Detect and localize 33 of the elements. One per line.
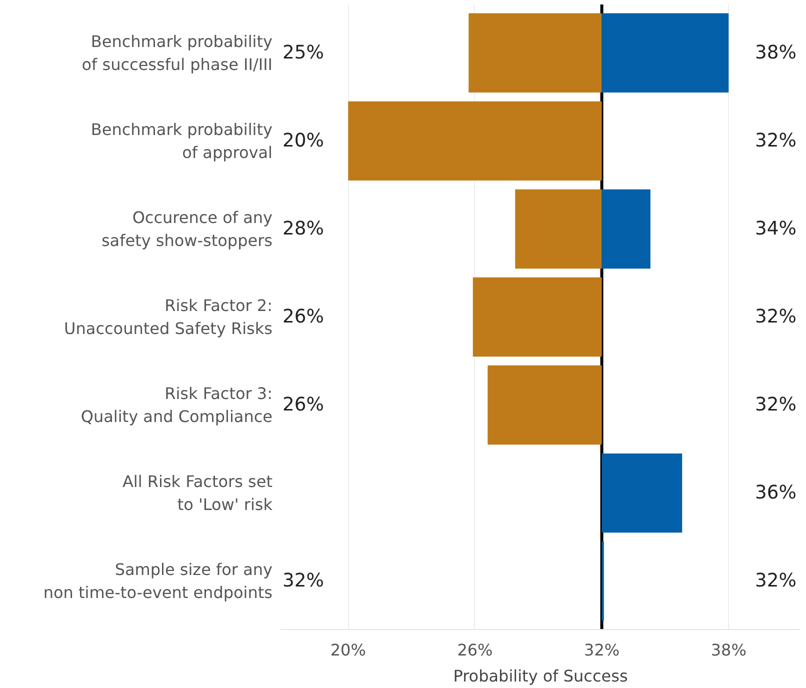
- annotation: 32%: [755, 394, 796, 416]
- annotation: 32%: [755, 570, 796, 592]
- annotation: 32%: [755, 130, 796, 152]
- bar: [602, 13, 729, 93]
- annotation: 25%: [282, 42, 324, 64]
- y-tick-label: Risk Factor 2: Unaccounted Safety Risks: [64, 296, 273, 338]
- y-tick-label: Occurence of any safety show-stoppers: [101, 208, 273, 250]
- bar: [468, 13, 602, 93]
- y-tick-label: Sample size for any non time-to-event endpoints: [43, 560, 273, 602]
- annotation: 28%: [282, 218, 324, 240]
- y-tick-label: All Risk Factors set to 'Low' risk: [122, 472, 274, 514]
- annotation: 36%: [755, 482, 796, 504]
- annotation: 34%: [755, 218, 796, 240]
- bar: [515, 189, 602, 269]
- y-tick-label: Risk Factor 3: Quality and Compliance: [80, 384, 273, 426]
- annotation: 38%: [755, 42, 796, 64]
- x-axis-title: Probability of Success: [453, 666, 628, 686]
- bar: [348, 101, 602, 181]
- annotation: 20%: [282, 130, 324, 152]
- x-tick-label: 38%: [710, 640, 746, 660]
- bar: [602, 453, 682, 533]
- bar: [472, 277, 602, 357]
- x-tick-label: 20%: [330, 640, 366, 660]
- annotation: 26%: [282, 394, 324, 416]
- annotation: 32%: [755, 306, 796, 328]
- y-tick-label: Benchmark probability of successful phase II/III: [82, 32, 273, 74]
- bar: [488, 365, 602, 445]
- annotation: 26%: [282, 306, 324, 328]
- x-tick-label: 26%: [457, 640, 493, 660]
- bar: [602, 189, 650, 269]
- x-tick-label: 32%: [584, 640, 620, 660]
- y-tick-label: Benchmark probability of approval: [90, 120, 273, 162]
- annotation: 32%: [282, 570, 324, 592]
